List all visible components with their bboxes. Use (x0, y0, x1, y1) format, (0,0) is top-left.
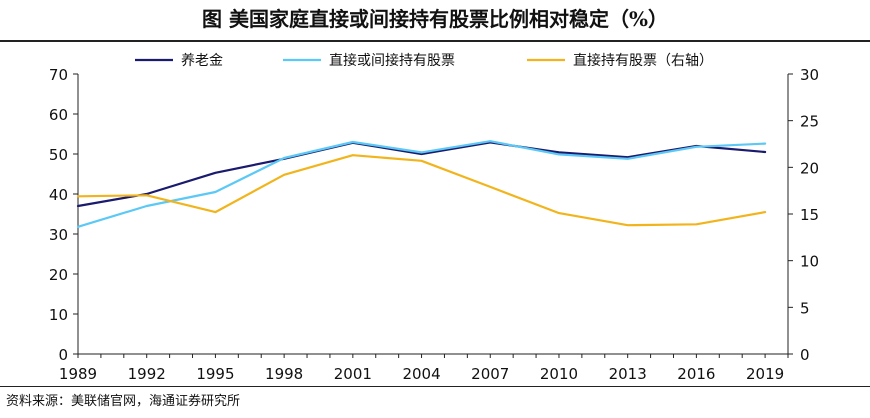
x-tick-label: 2016 (677, 365, 715, 383)
y-right-tick-label: 5 (800, 299, 810, 317)
x-tick-label: 2010 (540, 365, 578, 383)
series-line-2 (76, 140, 767, 228)
series-lines (76, 140, 767, 228)
title-divider (0, 40, 870, 42)
x-tick-label: 1992 (128, 365, 166, 383)
x-tick-label: 2019 (746, 365, 784, 383)
x-tick-label: 1998 (265, 365, 303, 383)
x-axis-ticks: 1989 1992 1995 1998 2001 2004 2007 2010 2013 2016… (59, 354, 789, 383)
y-left-tick-label: 0 (58, 346, 68, 364)
legend: 养老金 直接或间接持有股票 直接持有股票（右轴） (135, 52, 713, 69)
y-left-tick-label: 60 (49, 106, 68, 124)
y-right-tick-label: 30 (800, 66, 819, 84)
legend-label-1: 养老金 (181, 53, 223, 69)
y-left-tick-label: 70 (49, 66, 68, 84)
legend-label-3: 直接持有股票（右轴） (573, 52, 713, 69)
x-tick-label: 2007 (471, 365, 509, 383)
legend-label-2: 直接或间接持有股票 (329, 52, 455, 69)
source-note: 资料来源：美联储官网，海通证券研究所 (6, 394, 241, 409)
y-left-tick-label: 50 (49, 146, 68, 164)
x-tick-label: 1995 (196, 365, 234, 383)
x-tick-label: 2013 (609, 365, 647, 383)
plot-area (77, 74, 789, 355)
series-line-1 (76, 141, 767, 208)
y-right-tick-label: 0 (800, 346, 810, 364)
y-left-tick-label: 30 (49, 226, 68, 244)
y-right-tick-label: 15 (800, 206, 819, 224)
x-tick-label: 1989 (59, 365, 97, 383)
chart-title: 图 美国家庭直接或间接持有股票比例相对稳定（%） (202, 7, 668, 31)
y-left-tick-label: 20 (49, 266, 68, 284)
y-axis-right-ticks: 0 5 10 15 20 25 30 (788, 66, 819, 364)
y-right-tick-label: 10 (800, 253, 819, 271)
x-tick-label: 2001 (334, 365, 372, 383)
footer-divider (0, 386, 870, 387)
series-line-3 (76, 154, 767, 227)
y-left-tick-label: 10 (49, 306, 68, 324)
y-left-tick-label: 40 (49, 186, 68, 204)
line-chart: 0 10 20 30 40 50 60 70 0 5 10 15 20 25 30 1989 1992 199… (49, 52, 819, 383)
x-tick-label: 2004 (402, 365, 440, 383)
y-right-tick-label: 20 (800, 159, 819, 177)
y-right-tick-label: 25 (800, 113, 819, 131)
y-axis-left-ticks: 0 10 20 30 40 50 60 70 (49, 66, 78, 364)
